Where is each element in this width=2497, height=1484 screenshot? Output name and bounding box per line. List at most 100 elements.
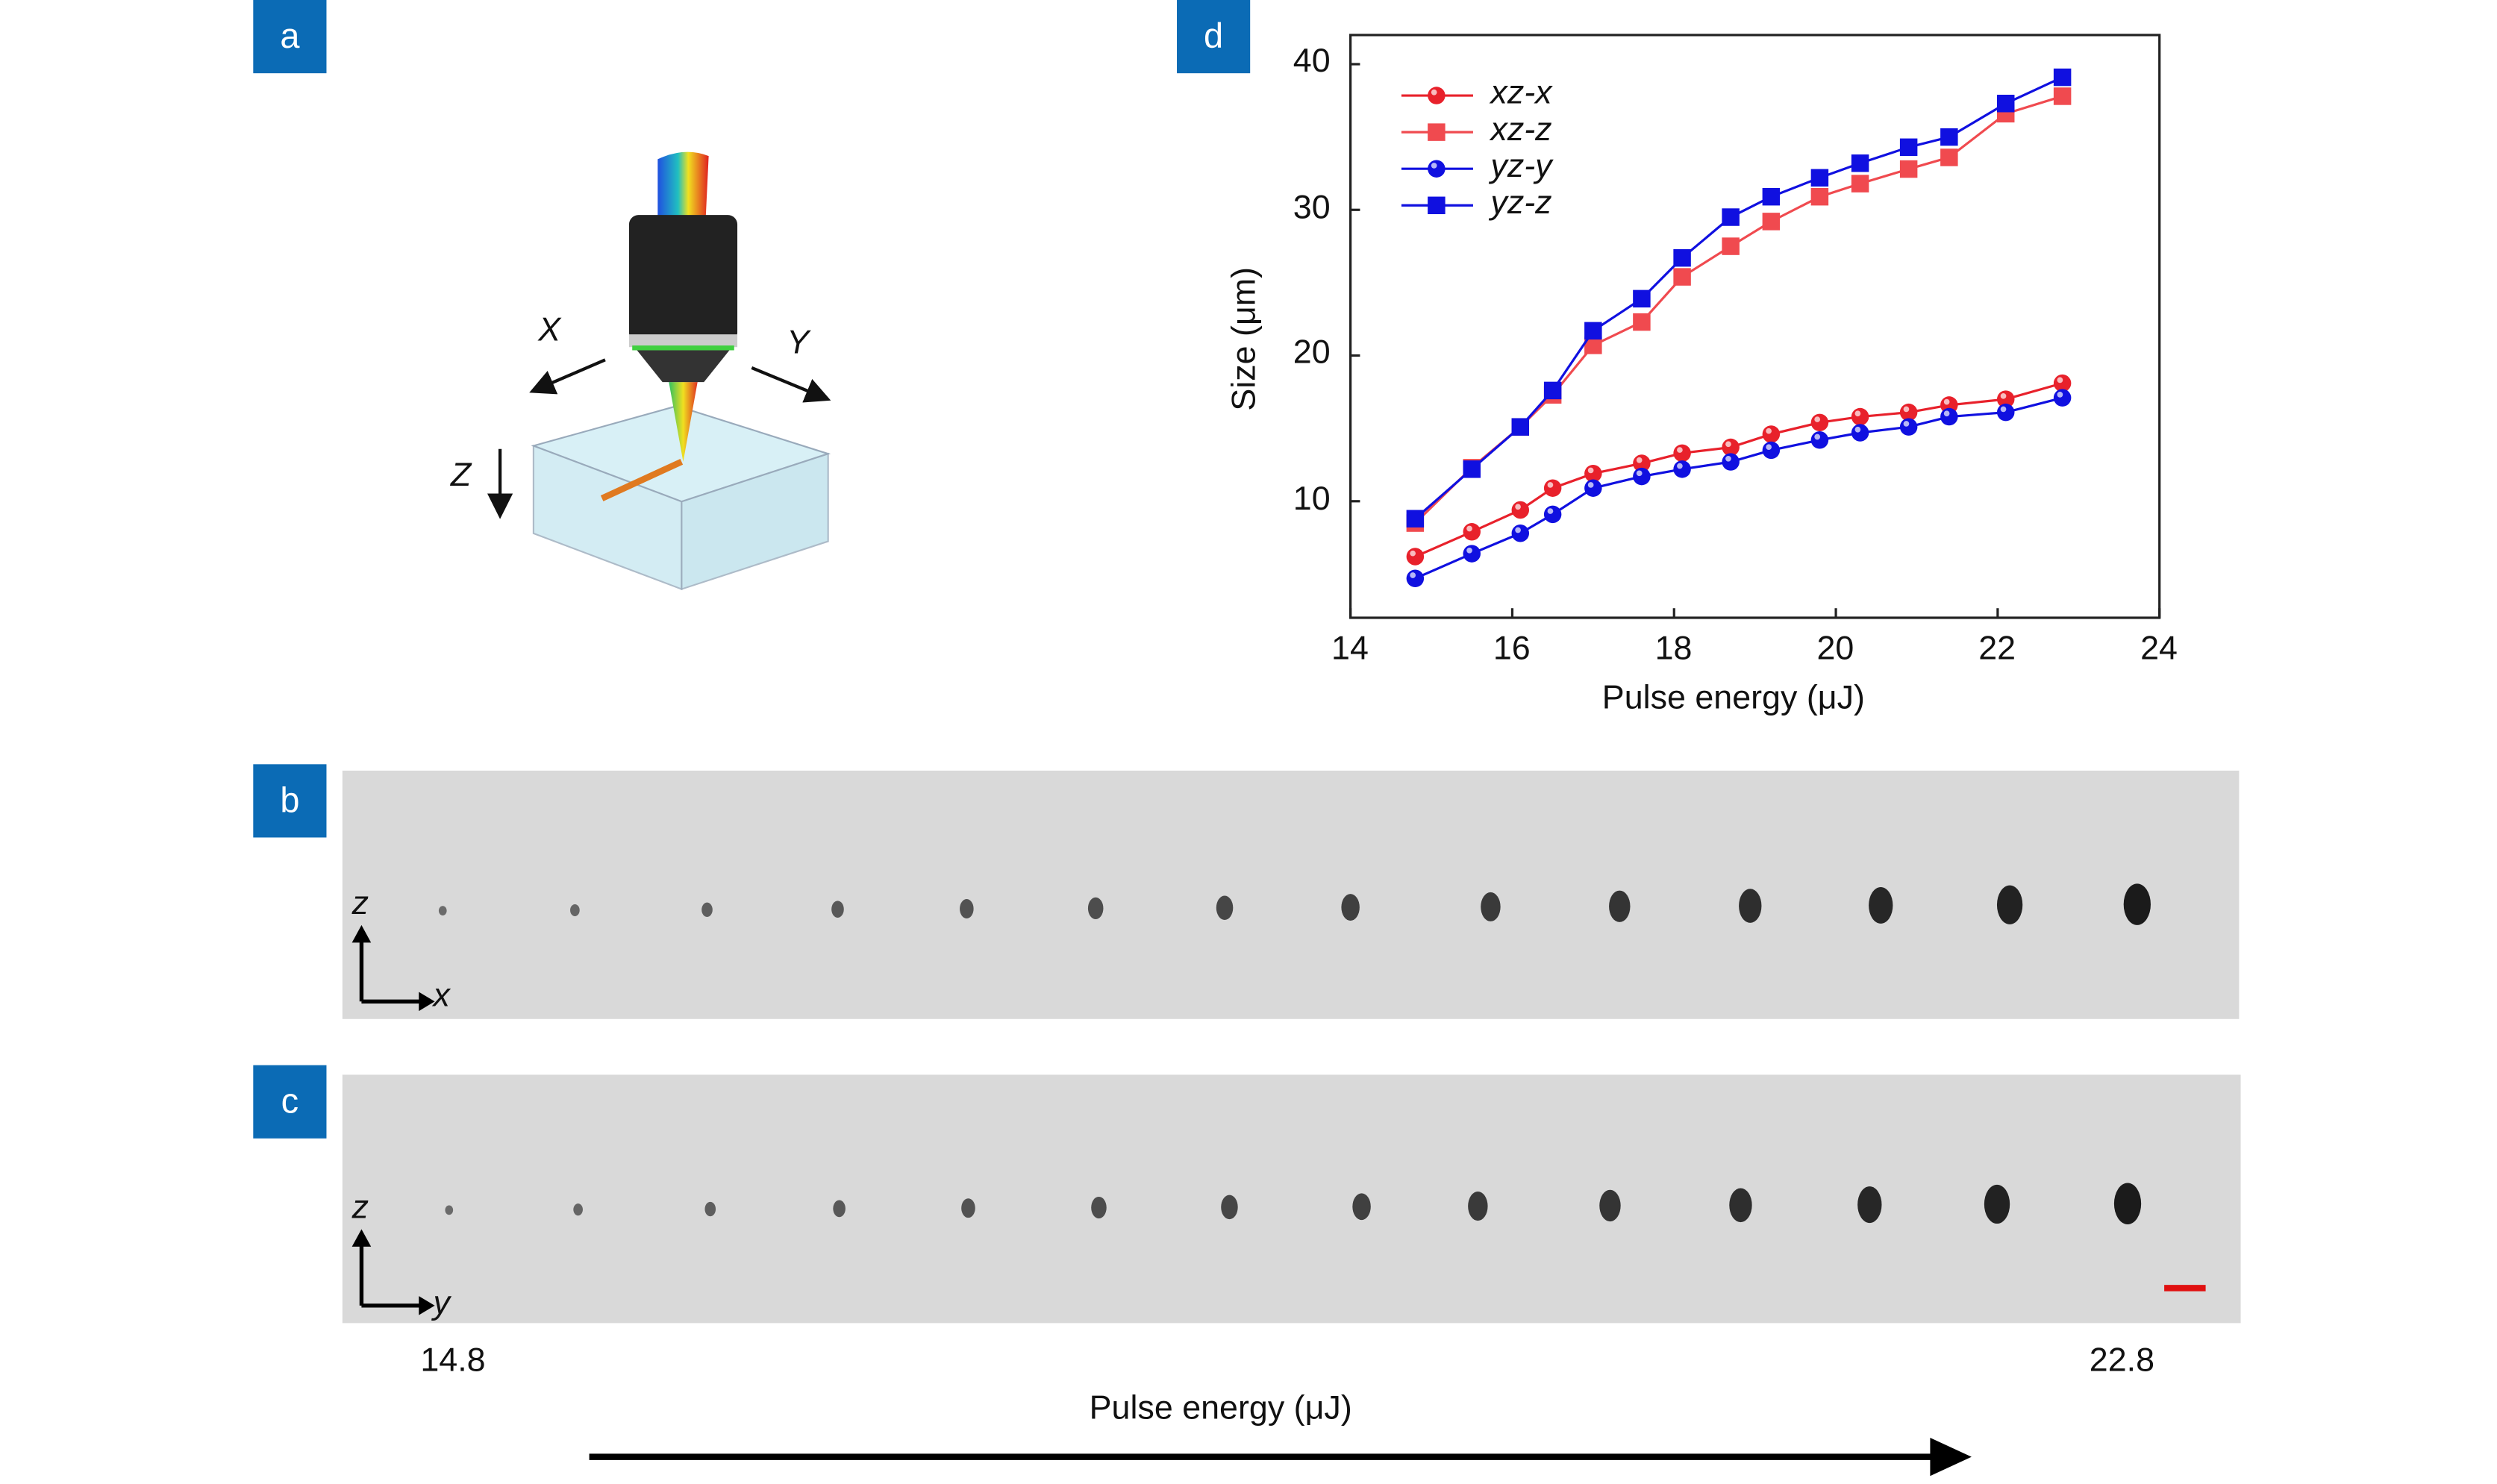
marker-highlight [1677,463,1683,469]
data-point-yz-y [1463,545,1481,563]
x-tick-label: 18 [1654,630,1693,668]
data-point-yz-y [1899,418,1918,436]
damage-spot [833,1200,846,1218]
start-energy-label: 14.8 [420,1341,486,1380]
schematic-arrows [487,358,831,519]
marker-highlight [1903,406,1910,413]
data-point-xz-x [1851,407,1869,426]
damage-spot [573,1203,583,1216]
axes-arrows-icon [351,924,435,1012]
data-point-yz-y [1940,407,1958,426]
data-point-xz-x [1762,425,1781,443]
legend-label-xz-x: xz-x [1490,75,1552,112]
data-point-yz-y [1633,467,1651,486]
data-point-yz-z [1673,248,1691,267]
scale-bar [2164,1285,2206,1292]
data-point-yz-z [1511,418,1530,436]
damage-spot [438,906,447,916]
axis-label-z: z [351,885,369,922]
size-vs-energy-chart [1349,34,2161,619]
data-point-xz-x [1543,479,1562,497]
data-point-yz-y [1406,569,1425,588]
marker-highlight [1677,447,1683,453]
data-point-yz-z [1996,94,2015,113]
legend-label-yz-z: yz-z [1490,184,1552,222]
marker-highlight [1814,416,1821,422]
damage-spot [1341,894,1360,921]
marker-highlight [1943,410,1950,417]
marker-highlight [1814,433,1821,440]
x-tick-label: 20 [1816,630,1854,668]
data-point-yz-z [1543,381,1562,400]
axis-label-Z: Z [450,457,472,494]
data-point-xz-x [1511,501,1530,519]
marker-highlight [1515,504,1521,510]
y-tick-label: 10 [1293,480,1331,518]
end-energy-label: 22.8 [2089,1341,2155,1380]
plot-frame [1349,34,2161,619]
marker-highlight [2000,392,2007,399]
damage-spot [961,1198,975,1218]
marker-highlight [1547,482,1554,488]
damage-spot [570,904,580,917]
data-point-xz-z [1673,268,1691,286]
marker-highlight [1515,527,1521,533]
legend-label-xz-z: xz-z [1490,111,1552,148]
axis-label-z: z [351,1189,369,1227]
damage-spot [1739,889,1762,923]
marker-highlight [2057,392,2063,398]
marker-highlight [1903,421,1910,427]
data-point-xz-z [1584,336,1602,354]
microscope-image-yz: z y [342,1074,2241,1324]
axis-label-X: X [538,312,561,349]
damage-spot [1481,892,1501,921]
marker-highlight [1854,410,1861,417]
data-point-xz-x [1406,548,1425,566]
damage-spot [1984,1184,2010,1224]
data-point-xz-z [2053,87,2072,105]
axis-label-Y: Y [787,325,810,362]
data-point-yz-z [1428,196,1446,215]
damage-spot [1087,897,1104,919]
marker-highlight [2057,377,2063,383]
marker-highlight [1431,89,1437,96]
x-tick-label: 16 [1493,630,1531,668]
data-point-yz-z [1584,322,1602,340]
data-point-xz-z [1762,213,1781,231]
y-axis-label: Size (μm) [1226,266,1263,411]
damage-spot [1468,1192,1488,1221]
damage-spot [701,902,713,918]
data-point-xz-z [1940,148,1958,166]
marker-highlight [1636,470,1643,477]
data-point-xz-x [1428,87,1446,104]
marker-highlight [1943,398,1950,405]
data-point-yz-z [1851,154,1869,172]
y-tick-label: 40 [1293,43,1331,81]
axis-label-x: x [433,977,450,1015]
x-axis-label: Pulse energy (μJ) [1601,680,1865,717]
microscope-image-xz: z x [342,770,2240,1019]
bottom-pulse-energy-label: Pulse energy (μJ) [1089,1389,1352,1427]
data-point-yz-z [1406,510,1425,527]
data-point-yz-y [1851,424,1869,442]
x-tick-label: 24 [2140,630,2178,668]
data-point-yz-z [1633,289,1651,308]
damage-spot [445,1205,454,1215]
x-arrow-icon [529,358,606,395]
data-point-yz-z [1762,187,1781,206]
spots-xz [438,883,2151,925]
damage-spot [831,901,844,918]
marker-highlight [1466,547,1472,554]
damage-spot [1869,886,1893,924]
damage-spot [1599,1189,1621,1222]
x-tick-label: 14 [1331,630,1369,668]
damage-spot [1857,1186,1882,1224]
data-point-yz-z [1940,128,1958,146]
y-tick-label: 30 [1293,189,1331,226]
objective-schematic [531,151,831,591]
data-point-yz-y [1996,403,2015,422]
damage-spot [1352,1193,1371,1221]
marker-highlight [1725,441,1731,448]
